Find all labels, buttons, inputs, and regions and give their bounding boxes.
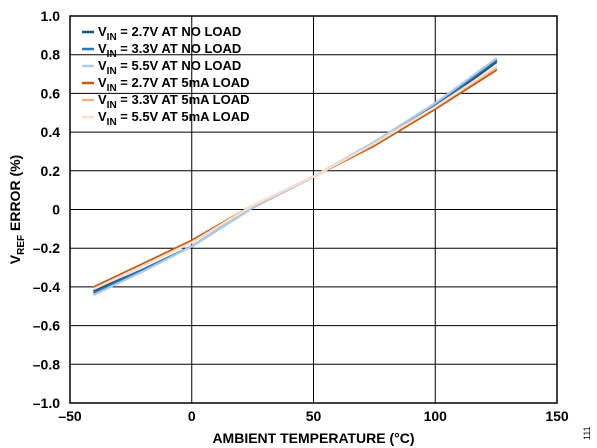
x-tick-label: 150 (545, 408, 569, 424)
legend-label: VIN = 5.5V AT 5mA LOAD (98, 109, 249, 128)
x-tick-label: 0 (188, 408, 196, 424)
legend-label: VIN = 3.3V AT NO LOAD (98, 41, 241, 60)
x-tick-labels: –50 0 50 100 150 (58, 408, 569, 424)
y-tick-label: –1.0 (33, 395, 60, 411)
legend-label: VIN = 3.3V AT 5mA LOAD (98, 92, 249, 111)
y-tick-label: 0.2 (41, 163, 61, 179)
series-line-6 (93, 65, 498, 290)
y-axis-label-main: V (7, 254, 23, 264)
x-tick-label: 100 (424, 408, 448, 424)
plot-frame (69, 15, 558, 404)
figure-id: 111 (582, 426, 592, 440)
legend-label: VIN = 2.7V AT 5mA LOAD (98, 75, 249, 94)
y-tick-label: 0.6 (41, 85, 61, 101)
y-tick-label: 1.0 (41, 8, 61, 24)
y-tick-label: 0 (52, 202, 60, 218)
y-tick-label: –0.2 (33, 240, 60, 256)
y-tick-label: –0.4 (33, 279, 60, 295)
series-lines (93, 57, 498, 296)
y-axis-label: VREF ERROR (%) (7, 155, 27, 264)
y-tick-label: –0.6 (33, 318, 60, 334)
x-tick-label: 50 (306, 408, 322, 424)
y-tick-label: 0.8 (41, 47, 61, 63)
y-tick-label: 0.4 (41, 124, 61, 140)
y-axis-label-rest: ERROR (%) (7, 155, 23, 235)
x-tick-label: –50 (58, 408, 82, 424)
legend-label: VIN = 5.5V AT NO LOAD (98, 58, 241, 77)
y-tick-label: –0.8 (33, 356, 60, 372)
y-axis-label-sub: REF (16, 235, 27, 255)
y-tick-labels: 1.0 0.8 0.6 0.4 0.2 0 –0.2 –0.4 –0.6 –0.8 –1.0 (33, 8, 60, 411)
legend-label: VIN = 2.7V AT NO LOAD (98, 24, 241, 43)
x-axis-label: AMBIENT TEMPERATURE (°C) (212, 430, 414, 446)
